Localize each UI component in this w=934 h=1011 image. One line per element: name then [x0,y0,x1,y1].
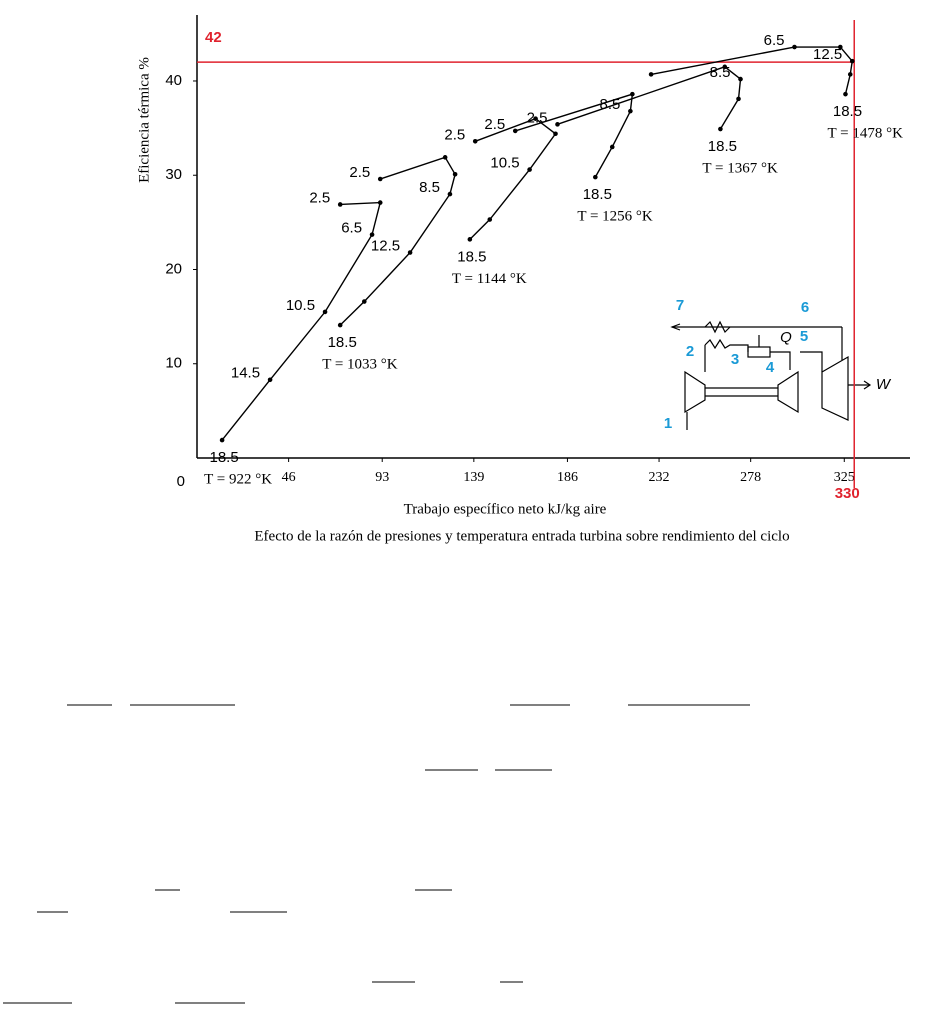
point [512,128,518,134]
pressure-ratio-label: 18.5 [833,103,862,120]
point [847,72,853,77]
point [736,96,741,102]
diagram-number: 6 [801,299,809,316]
point [527,167,532,172]
point [849,58,855,64]
series-label: T = 1033 °K [322,357,398,373]
point [609,144,615,150]
x-tick-label: 46 [282,470,296,485]
pressure-ratio-label: 2.5 [349,164,370,181]
origin-label: 0 [177,473,185,490]
x-tick-label: 325 [834,470,855,485]
point [442,155,448,160]
reference-label-y: 42 [205,29,222,46]
pressure-ratio-label: 6.5 [764,32,785,49]
cycle-schematic [670,320,872,430]
diagram-number: 1 [664,415,672,432]
pressure-ratio-label: 18.5 [583,186,612,203]
pressure-ratio-label: 10.5 [286,297,315,314]
point [472,139,478,144]
caption: Efecto de la razón de presiones y temper… [254,528,789,544]
pressure-ratio-label: 18.5 [209,449,238,466]
point [792,44,797,50]
x-tick-label: 278 [740,470,761,485]
curve [221,201,382,441]
point [648,72,654,77]
point [361,299,367,304]
y-tick-label: 20 [165,260,182,277]
diagram-number: 7 [676,297,684,314]
diagram-number: 4 [766,359,775,376]
diagram-number: 5 [800,328,808,345]
point [837,44,843,50]
point [377,176,383,182]
point [843,91,848,97]
point [337,322,343,328]
pressure-ratio-label: 2.5 [527,109,548,126]
point [628,108,633,114]
pressure-ratio-label: 6.5 [341,220,362,237]
x-tick-label: 139 [463,470,484,485]
pressure-ratio-label: 8.5 [419,179,440,196]
pressure-ratio-label: 2.5 [309,189,330,206]
point [533,116,538,121]
point [322,309,328,315]
blank-equations [3,704,750,1004]
pressure-ratio-label: 14.5 [231,365,260,382]
pressure-ratio-label: 18.5 [708,138,737,155]
series-label: T = 922 °K [204,472,272,488]
point [337,202,343,207]
pressure-ratio-label: 10.5 [490,155,519,172]
point [219,437,225,443]
x-tick-label: 232 [649,470,670,485]
pressure-ratio-label: 18.5 [457,248,486,265]
point [452,171,458,177]
point [467,237,473,242]
curve [650,46,853,95]
diagram-symbol: W [876,376,892,393]
x-axis-title: Trabajo específico neto kJ/kg aire [404,501,607,517]
pressure-ratio-label: 18.5 [328,334,357,351]
point [553,131,558,137]
y-tick-label: 40 [165,72,182,89]
point [722,64,728,70]
x-tick-label: 186 [557,470,578,485]
point [407,250,413,255]
point [369,232,375,237]
y-tick-label: 30 [165,166,182,183]
point [447,191,453,197]
pressure-ratio-label: 2.5 [484,116,505,133]
point [630,91,635,97]
pressure-ratio-label: 8.5 [710,64,731,81]
curve [469,117,557,240]
x-tick-label: 93 [375,470,389,485]
series-label: T = 1256 °K [577,209,653,225]
series-label: T = 1144 °K [452,271,527,287]
y-axis-title: Eficiencia térmica % [136,57,152,183]
y-tick-label: 10 [165,355,182,372]
series-label: T = 1478 °K [827,126,903,142]
pressure-ratio-label: 2.5 [444,126,465,143]
point [555,122,560,127]
point [267,377,273,383]
pressure-ratio-label: 12.5 [813,46,842,63]
pressure-ratio-label: 8.5 [600,96,621,113]
diagram-symbol: Q [780,329,792,346]
diagram-number: 2 [686,343,694,360]
point [487,217,493,222]
point [377,200,383,205]
point [718,126,723,132]
point [738,76,743,82]
series-label: T = 1367 °K [702,160,778,176]
reference-label-x: 330 [835,485,860,502]
diagram-number: 3 [731,351,739,368]
pressure-ratio-label: 12.5 [371,237,400,254]
point [593,174,598,180]
